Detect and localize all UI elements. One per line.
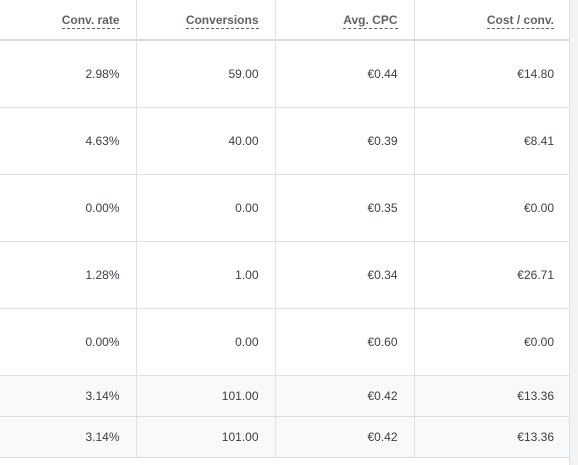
total-avg-cpc: €0.42 (275, 416, 415, 458)
total-row: 3.14% 101.00 €0.42 €13.36 (0, 416, 570, 458)
cell-cost-per-conv: €26.71 (414, 241, 570, 309)
header-avg-cpc[interactable]: Avg. CPC (275, 0, 415, 41)
cell-cost-per-conv: €8.41 (414, 107, 570, 175)
cell-cost-per-conv: €0.00 (414, 308, 570, 376)
total-conv-rate: 3.14% (0, 416, 137, 458)
table-row: 2.98% 59.00 €0.44 €14.80 (0, 40, 570, 108)
table-row: 0.00% 0.00 €0.35 €0.00 (0, 174, 570, 242)
table-row: 0.00% 0.00 €0.60 €0.00 (0, 308, 570, 376)
total-conversions: 101.00 (136, 375, 276, 417)
cell-conv-rate: 4.63% (0, 107, 137, 175)
header-cost-per-conv[interactable]: Cost / conv. (414, 0, 570, 41)
cell-cost-per-conv: €0.00 (414, 174, 570, 242)
header-label[interactable]: Cost / conv. (486, 12, 554, 29)
header-label[interactable]: Avg. CPC (343, 12, 398, 29)
cell-conversions: 0.00 (136, 174, 276, 242)
header-label[interactable]: Conversions (185, 12, 259, 29)
table-row: 1.28% 1.00 €0.34 €26.71 (0, 241, 570, 309)
table-row: 4.63% 40.00 €0.39 €8.41 (0, 107, 570, 175)
header-conversions[interactable]: Conversions (136, 0, 276, 41)
total-conv-rate: 3.14% (0, 375, 137, 417)
total-cost-per-conv: €13.36 (414, 416, 570, 458)
cell-avg-cpc: €0.60 (275, 308, 415, 376)
header-label[interactable]: Conv. rate (61, 12, 120, 29)
cell-conversions: 40.00 (136, 107, 276, 175)
stats-table: Conv. rate Conversions Avg. CPC Cost / c… (0, 0, 570, 458)
cell-conversions: 59.00 (136, 40, 276, 108)
cell-avg-cpc: €0.39 (275, 107, 415, 175)
header-conv-rate[interactable]: Conv. rate (0, 0, 137, 41)
total-avg-cpc: €0.42 (275, 375, 415, 417)
cell-avg-cpc: €0.35 (275, 174, 415, 242)
cell-conversions: 1.00 (136, 241, 276, 309)
cell-conv-rate: 0.00% (0, 174, 137, 242)
cell-conv-rate: 0.00% (0, 308, 137, 376)
cell-conversions: 0.00 (136, 308, 276, 376)
table-header-row: Conv. rate Conversions Avg. CPC Cost / c… (0, 0, 570, 41)
cell-avg-cpc: €0.44 (275, 40, 415, 108)
total-cost-per-conv: €13.36 (414, 375, 570, 417)
cell-avg-cpc: €0.34 (275, 241, 415, 309)
cell-conv-rate: 1.28% (0, 241, 137, 309)
vertical-scrollbar[interactable] (569, 0, 578, 465)
total-conversions: 101.00 (136, 416, 276, 458)
cell-conv-rate: 2.98% (0, 40, 137, 108)
total-row: 3.14% 101.00 €0.42 €13.36 (0, 375, 570, 417)
cell-cost-per-conv: €14.80 (414, 40, 570, 108)
